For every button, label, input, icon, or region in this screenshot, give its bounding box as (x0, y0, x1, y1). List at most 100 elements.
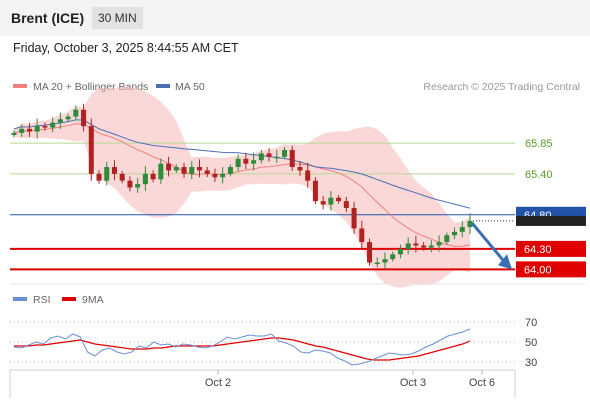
candle-body (320, 201, 326, 205)
support-tag (516, 240, 586, 257)
ma20-swatch (13, 84, 27, 88)
rsi-ma-legend: 9MA (82, 294, 104, 306)
resistance-label: 65.85 (525, 138, 553, 150)
candle-body (88, 126, 94, 174)
candle-body (111, 167, 117, 174)
candle-body (81, 109, 87, 127)
candle-body (467, 220, 473, 228)
x-tick-label: Oct 6 (469, 377, 495, 389)
candle-body (428, 245, 434, 248)
candle-body (421, 245, 427, 248)
candle-body (19, 128, 25, 133)
x-tick-label: Oct 2 (205, 377, 231, 389)
last-price-tag (516, 215, 586, 226)
candle-body (452, 231, 458, 236)
candle-body (34, 126, 40, 132)
candle-body (212, 173, 218, 178)
candle-body (135, 184, 141, 188)
candle-body (65, 116, 71, 120)
candle-body (127, 180, 133, 188)
rsi-ma-line (14, 337, 471, 361)
resistance-label: 65.40 (525, 169, 553, 181)
candle-body (336, 197, 342, 202)
candle-body (119, 173, 125, 181)
candle-body (73, 109, 79, 117)
rsi-tick-label: 50 (525, 337, 537, 349)
candle-body (196, 167, 203, 171)
candle-body (436, 242, 442, 246)
support-label: 64.00 (524, 264, 552, 276)
timeframe-badge[interactable]: 30 MIN (92, 7, 143, 29)
ma50-line (13, 119, 471, 209)
candle-body (397, 248, 403, 255)
candle-body (235, 158, 241, 168)
candle-body (251, 160, 257, 164)
candle-body (305, 170, 311, 181)
candle-body (181, 167, 187, 174)
ma50-legend: MA 50 (175, 81, 205, 93)
support-label: 64.30 (524, 244, 552, 256)
candle-body (150, 173, 156, 180)
candle-body (459, 227, 465, 232)
candle-body (359, 228, 365, 243)
candle-body (42, 126, 48, 128)
candle-body (374, 262, 380, 265)
candle-body (281, 149, 288, 157)
candle-body (243, 158, 249, 164)
timestamp: Friday, October 3, 2025 8:44:55 AM CET (13, 41, 239, 55)
candle-body (405, 243, 411, 249)
candle-body (266, 153, 272, 157)
candle-body (413, 243, 419, 246)
candle-body (312, 180, 318, 202)
candle-body (158, 163, 164, 180)
candle-body (104, 167, 110, 181)
rsi-legend: RSI (33, 294, 51, 306)
forecast-arrow-shaft (470, 221, 506, 263)
candle-body (351, 207, 357, 229)
candle-body (297, 167, 303, 171)
header-bar: Brent (ICE) 30 MIN (0, 0, 590, 36)
candle-body (289, 149, 295, 168)
candle-body (26, 128, 32, 132)
candle-body (142, 173, 148, 185)
candle-body (390, 254, 396, 260)
bollinger-bands (14, 86, 470, 288)
candle-body (274, 156, 280, 159)
forecast-arrow-head (498, 254, 512, 270)
candle-body (173, 167, 179, 171)
candle-body (227, 167, 233, 174)
candle-body (343, 201, 349, 208)
key-levels (10, 142, 515, 271)
credit-text: Research © 2025 Trading Central (423, 81, 580, 93)
support-tag (516, 261, 586, 278)
forecast-arrow (470, 221, 512, 270)
candle-body (258, 153, 264, 161)
candle-body (96, 173, 102, 181)
candle-body (50, 122, 56, 128)
candle-body (444, 235, 450, 243)
instrument-title: Brent (ICE) (11, 10, 85, 26)
candle-body (57, 119, 63, 123)
rsi-swatch (13, 297, 27, 301)
candle-body (220, 173, 226, 178)
rsi-tick-label: 30 (525, 357, 537, 369)
candle-body (382, 259, 388, 263)
candle-body (11, 132, 17, 135)
x-axis-ticks: Oct 2 Oct 3 Oct 6 (205, 370, 495, 389)
candle-body (166, 163, 172, 171)
candle-body (189, 167, 195, 174)
rsi-tick-label: 70 (525, 317, 537, 329)
rsi-panel: 70 50 30 (10, 317, 537, 369)
ma50-swatch (156, 84, 170, 88)
x-tick-label: Oct 3 (400, 377, 426, 389)
candles (11, 103, 473, 269)
rsi-line (13, 328, 471, 366)
rsi-ma-swatch (62, 297, 76, 301)
candle-body (204, 170, 210, 174)
bollinger-band-fill (14, 86, 470, 288)
candle-body (367, 242, 373, 263)
candle-body (328, 197, 334, 205)
